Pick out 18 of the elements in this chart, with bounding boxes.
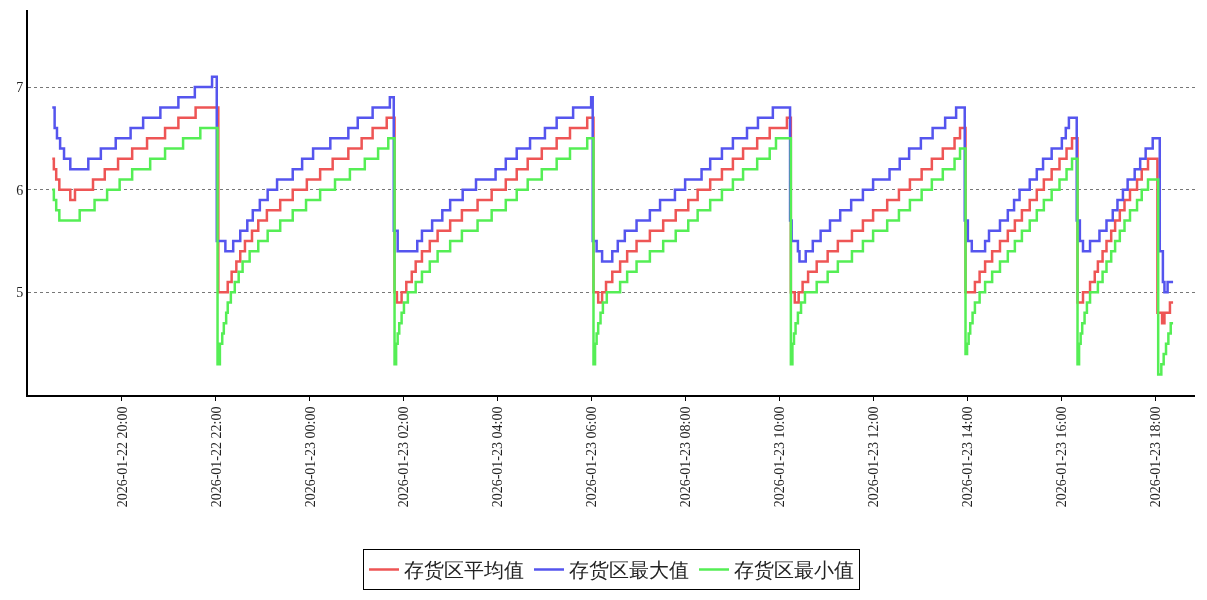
x-tick-label: 2026-01-23 18:00 <box>1148 406 1164 508</box>
legend-label: 存货区最大值 <box>569 559 689 582</box>
x-tick-label: 2026-01-23 14:00 <box>960 406 976 508</box>
y-tick-label: 7 <box>16 79 24 95</box>
x-tick-label: 2026-01-23 10:00 <box>772 406 788 508</box>
x-tick-label: 2026-01-23 06:00 <box>584 406 600 508</box>
x-tick-label: 2026-01-23 02:00 <box>396 406 412 508</box>
x-tick-label: 2026-01-23 12:00 <box>866 406 882 508</box>
y-tick-label: 5 <box>16 285 24 301</box>
legend-label: 存货区平均值 <box>404 559 524 582</box>
x-tick-label: 2026-01-23 00:00 <box>302 406 318 508</box>
x-tick-label: 2026-01-23 16:00 <box>1054 406 1070 508</box>
x-tick-label: 2026-01-23 08:00 <box>678 406 694 508</box>
x-tick-label: 2026-01-22 22:00 <box>208 406 224 508</box>
x-tick-label: 2026-01-23 04:00 <box>490 406 506 508</box>
legend-label: 存货区最小值 <box>734 559 854 582</box>
y-tick-label: 6 <box>16 182 24 198</box>
x-tick-label: 2026-01-22 20:00 <box>114 406 130 508</box>
